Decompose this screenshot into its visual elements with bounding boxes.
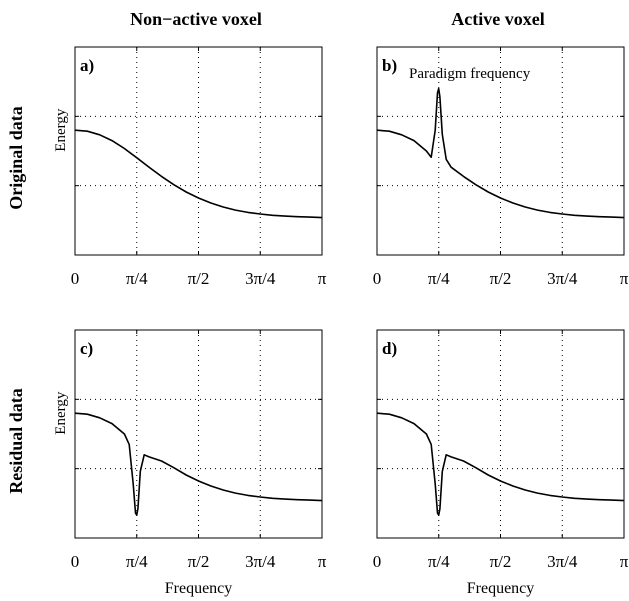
- panel-label: c): [80, 339, 93, 358]
- panel-d: 0 π/4 π/2 3π/4 π d) Frequency: [373, 329, 629, 597]
- x-tick-label: 0: [71, 552, 80, 571]
- x-tick-label: π/2: [188, 552, 210, 571]
- axes-frame: [376, 329, 625, 539]
- x-tick-label: π: [620, 552, 629, 571]
- axes-frame: [74, 46, 323, 256]
- series-line: [376, 412, 625, 516]
- panel-a: 0 π/4 π/2 3π/4 π a) Energy: [53, 46, 327, 288]
- x-tick-label: π: [318, 552, 327, 571]
- panel-label: b): [382, 56, 397, 75]
- x-tick-label: 0: [373, 269, 382, 288]
- x-tick-label: 0: [71, 269, 80, 288]
- x-tick-label: 0: [373, 552, 382, 571]
- series-line: [376, 87, 625, 219]
- x-tick-label: 3π/4: [547, 269, 578, 288]
- axes-frame: [74, 329, 323, 539]
- column-title-left: Non−active voxel: [130, 9, 262, 29]
- x-tick-label: π/4: [428, 552, 450, 571]
- annotation-paradigm-frequency: Paradigm frequency: [409, 66, 531, 82]
- x-tick-label: π: [620, 269, 629, 288]
- column-title-right: Active voxel: [451, 9, 544, 29]
- x-tick-label: π/4: [126, 269, 148, 288]
- series-line: [74, 412, 323, 516]
- x-tick-label: π/2: [490, 552, 512, 571]
- x-tick-label: π: [318, 269, 327, 288]
- row-title-bottom: Residual data: [6, 388, 26, 494]
- y-axis-label: Energy: [53, 108, 69, 152]
- panel-label: a): [80, 56, 94, 75]
- y-axis-label: Energy: [53, 391, 69, 435]
- x-tick-label: π/4: [126, 552, 148, 571]
- x-tick-label: π/2: [188, 269, 210, 288]
- x-tick-label: 3π/4: [547, 552, 578, 571]
- series-line: [74, 129, 323, 219]
- x-tick-label: 3π/4: [245, 269, 276, 288]
- panel-b: 0 π/4 π/2 3π/4 π b) Paradigm frequency: [373, 46, 629, 288]
- row-title-top: Original data: [6, 106, 26, 210]
- x-axis-label: Frequency: [165, 580, 233, 597]
- x-tick-label: π/2: [490, 269, 512, 288]
- x-tick-label: π/4: [428, 269, 450, 288]
- x-tick-label: 3π/4: [245, 552, 276, 571]
- panel-label: d): [382, 339, 397, 358]
- panel-c: 0 π/4 π/2 3π/4 π c) Energy Frequency: [53, 329, 327, 597]
- x-axis-label: Frequency: [467, 580, 535, 597]
